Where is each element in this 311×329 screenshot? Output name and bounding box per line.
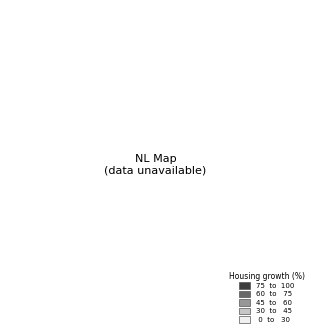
Legend: 75  to  100, 60  to   75, 45  to   60, 30  to   45,  0  to   30: 75 to 100, 60 to 75, 45 to 60, 30 to 45,… xyxy=(227,269,307,325)
Text: NL Map
(data unavailable): NL Map (data unavailable) xyxy=(104,154,207,175)
